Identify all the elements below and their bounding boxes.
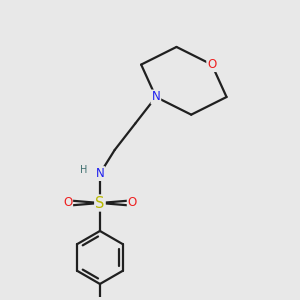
Text: H: H — [80, 165, 87, 175]
Text: O: O — [207, 58, 217, 71]
Text: O: O — [128, 196, 137, 209]
Text: N: N — [96, 167, 104, 180]
Text: N: N — [152, 91, 160, 103]
Text: O: O — [63, 196, 72, 209]
Text: S: S — [95, 196, 105, 211]
